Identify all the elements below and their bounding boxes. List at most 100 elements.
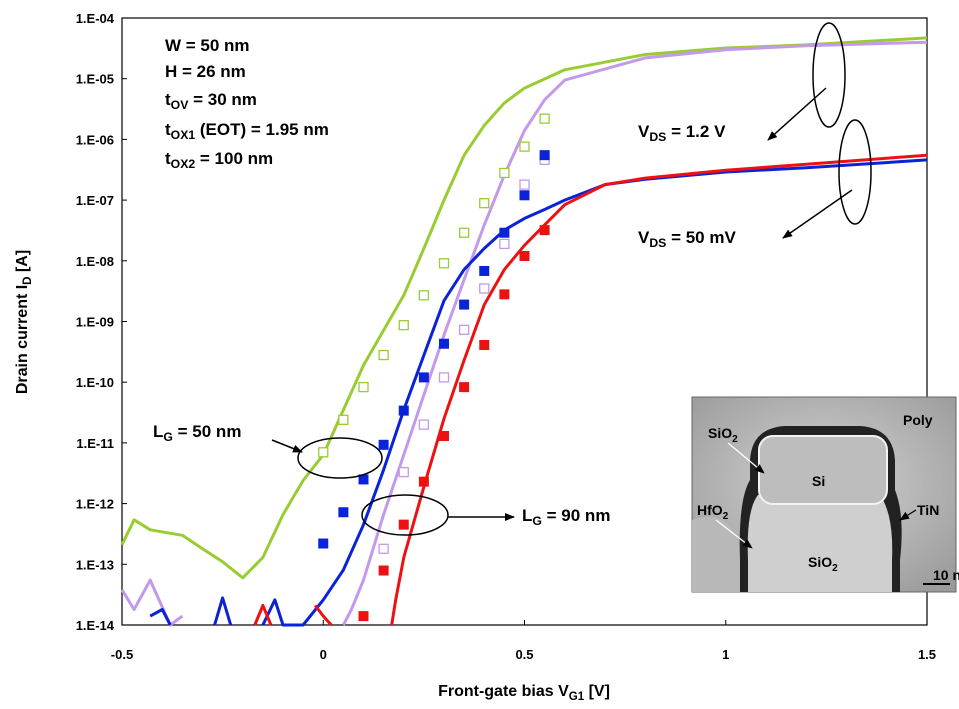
data-marker [480,284,489,293]
text-part: = 90 nm [542,506,611,525]
data-marker [379,440,389,450]
data-marker [459,300,469,310]
data-marker [540,150,550,160]
subscript: DS [649,236,666,250]
data-marker [338,507,348,517]
page: 1.E-14 1.E-13 1.E-12 1.E-11 1.E-10 1.E-09 1.E-… [0,0,959,704]
subscript: D [22,276,34,284]
label: Front-gate bias VG1 [V] [438,683,610,703]
data-marker [480,199,489,208]
x-tick-label: -0.5 [111,647,133,662]
y-tick-label: 1.E-11 [76,436,114,451]
text-part: L [522,506,532,525]
label: Poly [903,412,933,428]
data-marker [419,291,428,300]
subscript: G [163,430,173,444]
data-marker [419,477,429,487]
subscript: 2 [723,511,729,522]
data-marker [460,228,469,237]
text-part: (EOT) = 1.95 nm [195,120,329,139]
y-tick-label: 1.E-10 [76,375,114,390]
subscript: OX2 [171,157,196,171]
label: Drain current ID [A] [14,250,34,394]
data-marker [399,520,409,530]
text-part: V [638,228,650,247]
text-part: W = 50 nm [165,36,250,55]
data-marker [499,228,509,238]
data-marker [459,382,469,392]
subscript: G1 [569,691,585,703]
text-part: Front-gate bias V [438,683,569,700]
text-part: Drain current I [14,285,31,394]
text-part: H = 26 nm [165,62,246,81]
data-marker [399,406,409,416]
text-part: [V] [584,683,610,700]
data-marker [500,168,509,177]
data-marker [379,544,388,553]
inset-shape [759,436,887,504]
subscript: OX1 [171,128,196,142]
data-marker [379,351,388,360]
y-tick-label: 1.E-12 [76,497,114,512]
data-marker [440,259,449,268]
data-marker [479,340,489,350]
data-marker [399,321,408,330]
text-part: = 50 mV [666,228,736,247]
data-marker [439,431,449,441]
x-tick-label: 0 [320,647,327,662]
data-marker [419,372,429,382]
data-marker [500,239,509,248]
data-marker [359,611,369,621]
data-marker [520,190,530,200]
label: 10 nm [933,567,959,583]
data-marker [339,415,348,424]
text-part: L [153,422,163,441]
y-tick-label: 1.E-09 [76,315,114,330]
data-marker [540,114,549,123]
data-marker [540,225,550,235]
text-part: Poly [903,412,933,428]
x-tick-label: 0.5 [515,647,533,662]
text-part: Si [812,473,825,489]
text-part: TiN [917,502,939,518]
y-tick-label: 1.E-06 [76,132,114,147]
subscript: 2 [832,563,838,574]
data-marker [439,339,449,349]
text-part: = 100 nm [195,149,273,168]
label: Si [812,473,825,489]
chart: 1.E-14 1.E-13 1.E-12 1.E-11 1.E-10 1.E-09 1.E-… [0,0,959,704]
label: TiN [917,502,939,518]
data-marker [479,266,489,276]
text-part: HfO [697,502,723,518]
x-tick-label: 1 [722,647,729,662]
data-marker [359,383,368,392]
inset-shape [748,495,893,592]
label: W = 50 nm [165,36,250,55]
data-marker [460,325,469,334]
data-marker [318,539,328,549]
y-tick-label: 1.E-13 [76,557,114,572]
text-part: = 1.2 V [666,122,726,141]
label: H = 26 nm [165,62,246,81]
data-marker [520,251,530,261]
y-tick-label: 1.E-14 [76,618,115,633]
data-marker [379,566,389,576]
text-part: 10 nm [933,567,959,583]
data-marker [520,142,529,151]
x-tick-label: 1.5 [918,647,936,662]
text-part: V [638,122,650,141]
data-marker [499,289,509,299]
text-part: = 50 nm [173,422,242,441]
subscript: 2 [732,434,738,445]
data-marker [319,448,328,457]
data-marker [419,420,428,429]
y-tick-label: 1.E-04 [76,11,115,26]
text-part: SiO [808,554,832,570]
data-marker [440,373,449,382]
subscript: G [532,514,542,528]
data-marker [399,468,408,477]
y-tick-label: 1.E-08 [76,254,114,269]
text-part: [A] [14,250,31,277]
text-part: SiO [708,425,732,441]
subscript: DS [649,130,666,144]
